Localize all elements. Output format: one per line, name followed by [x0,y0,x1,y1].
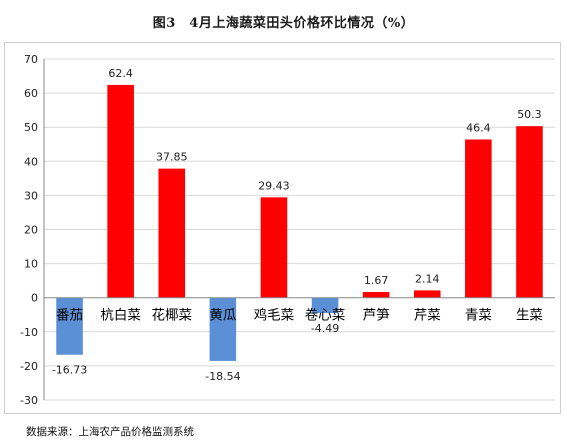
data-label: 1.67 [364,274,389,287]
data-label: -16.73 [52,364,87,377]
data-label: 37.85 [156,151,188,164]
bar [465,139,492,298]
bar [362,292,390,298]
y-tick-label: 60 [24,87,38,100]
data-labels: -16.73 62.4 37.85 -18.54 29.43 -4.49 1.67 2.14 4… [52,67,542,383]
y-tick-label: -20 [20,360,38,373]
axis-lines [43,59,555,400]
category-label: 芦笋 [363,307,390,324]
y-tick-label: 50 [24,121,38,134]
category-label: 生菜 [516,308,543,324]
y-tick-label: 20 [24,224,38,237]
category-label: 卷心菜 [305,308,346,324]
y-tick-label: -30 [20,394,38,407]
category-label: 杭白菜 [100,308,141,324]
chart-title: 图3 4月上海蔬菜田头价格环比情况（%） [152,16,415,31]
y-tick-label: 10 [24,258,38,271]
bar [107,84,134,298]
bar [56,297,83,355]
category-label: 黄瓜 [209,308,236,324]
source-note: 数据来源：上海农产品价格监测系统 [26,426,194,438]
data-label: -18.54 [205,370,240,383]
bar [158,168,186,298]
y-axis-ticks: -30 -20 -10 0 10 20 30 40 50 60 70 [20,53,38,407]
bar [209,297,237,361]
chart-frame [4,42,561,414]
bar [413,290,441,298]
category-labels: 番茄 杭白菜 花椰菜 黄瓜 鸡毛菜 卷心菜 芦笋 芹菜 青菜 生菜 [56,307,543,324]
y-tick-label: 40 [24,155,38,168]
category-label: 鸡毛菜 [254,307,295,324]
data-label: 29.43 [258,179,290,192]
category-label: 花椰菜 [152,308,193,324]
bar [516,126,543,298]
category-label: 芹菜 [414,308,441,324]
y-tick-label: 70 [24,53,38,66]
bar [260,197,288,298]
category-label: 番茄 [56,307,83,324]
data-label: 2.14 [415,272,440,285]
bars [56,84,543,361]
data-label: -4.49 [311,322,339,335]
category-label: 青菜 [465,308,492,324]
data-label: 46.4 [466,121,491,134]
y-tick-label: 30 [24,189,38,202]
y-tick-label: -10 [20,326,38,339]
data-label: 50.3 [517,108,542,121]
y-tick-label: 0 [31,292,38,305]
bar [311,297,339,314]
data-label: 62.4 [108,67,133,80]
